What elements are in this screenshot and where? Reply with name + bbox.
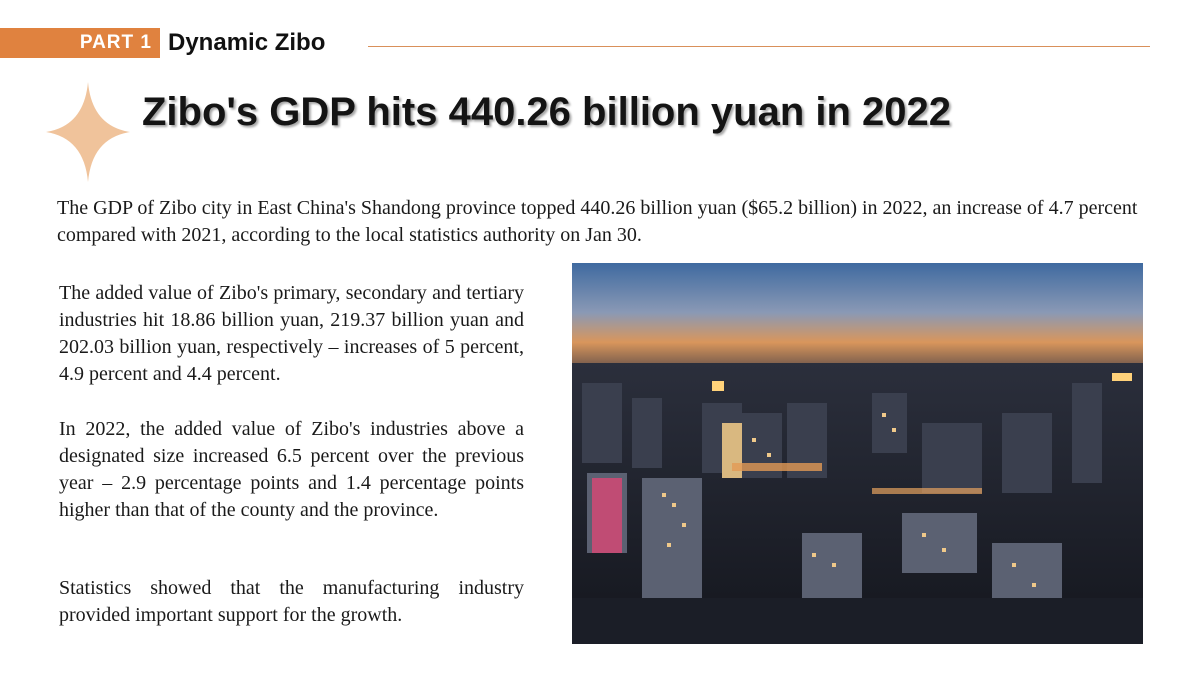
section-title: Dynamic Zibo <box>168 29 326 56</box>
city-skyline-photo <box>572 263 1143 644</box>
part-tag: PART 1 <box>0 28 160 58</box>
body-paragraph-2: In 2022, the added value of Zibo's indus… <box>59 418 524 521</box>
part-label: PART 1 <box>79 32 152 53</box>
lead-paragraph: The GDP of Zibo city in East China's Sha… <box>57 197 1138 246</box>
body-paragraph-3: Statistics showed that the manufacturing… <box>59 577 524 626</box>
headline: Zibo's GDP hits 440.26 billion yuan in 2… <box>142 90 952 134</box>
four-point-star-icon <box>46 82 130 182</box>
header-divider <box>368 46 1150 47</box>
body-paragraph-1: The added value of Zibo's primary, secon… <box>59 282 524 385</box>
